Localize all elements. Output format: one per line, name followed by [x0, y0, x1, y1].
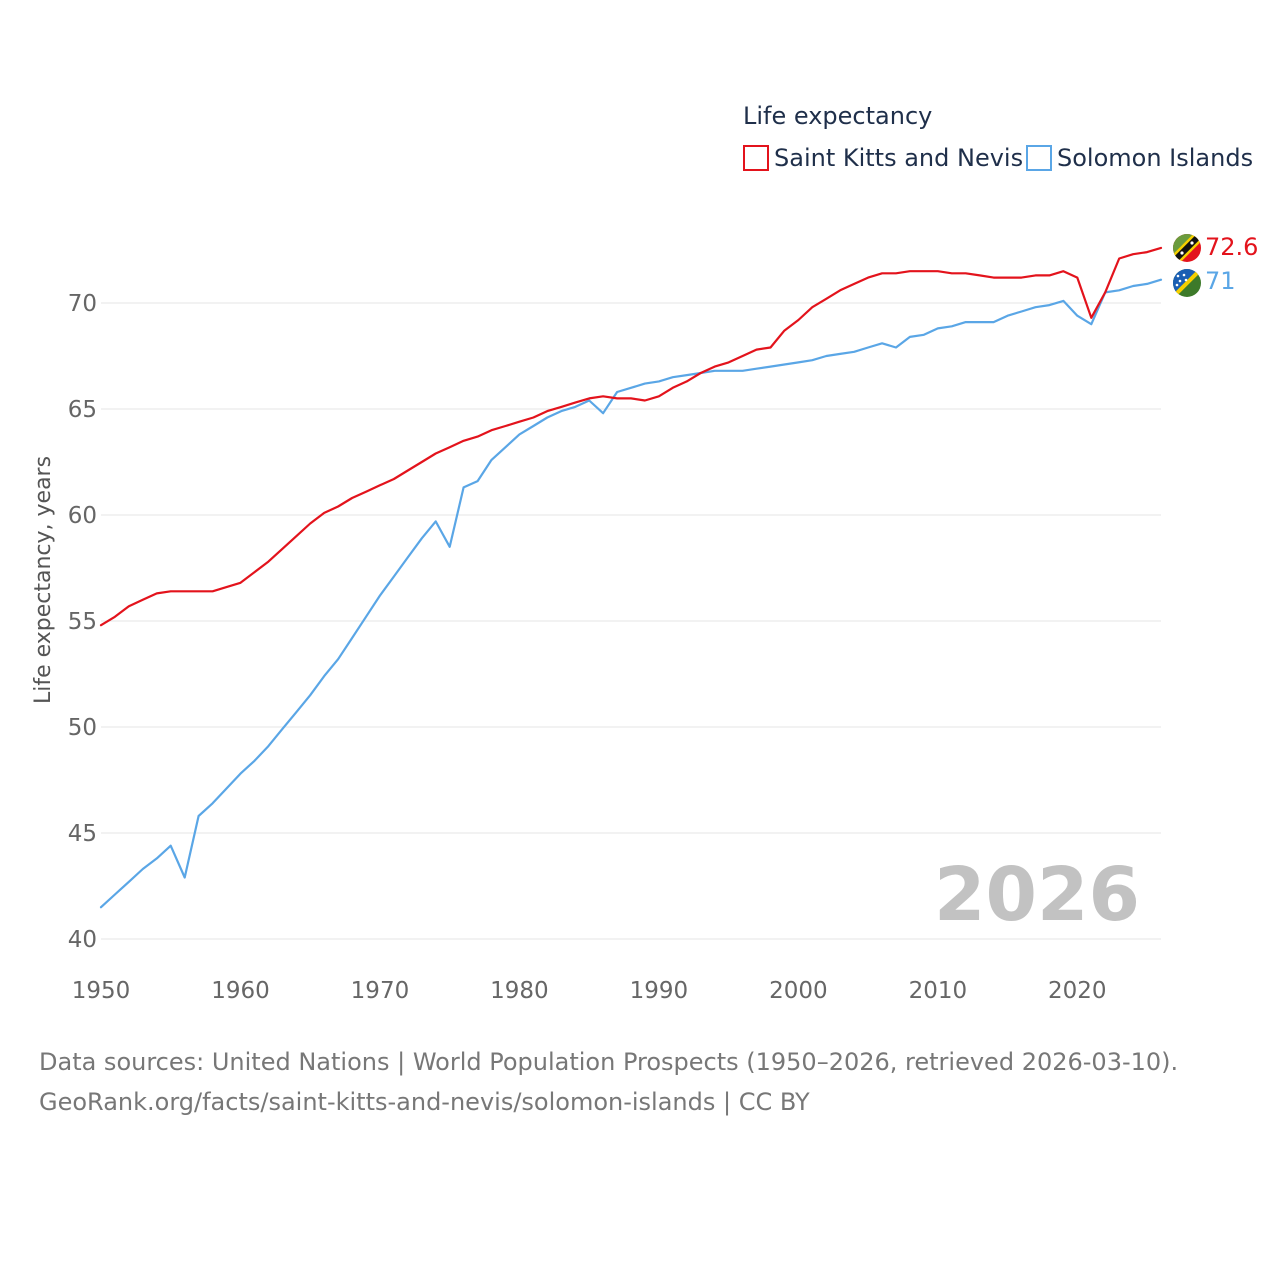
legend-swatch-solomon-islands: [1026, 145, 1052, 171]
y-tick-label: 55: [68, 609, 97, 635]
year-watermark: 2026: [934, 852, 1140, 938]
source-line-2: GeoRank.org/facts/saint-kitts-and-nevis/…: [39, 1088, 810, 1116]
saint-kitts-and-nevis-flag-icon: [1173, 234, 1201, 262]
series-line-saint-kitts-and-nevis[interactable]: [99, 246, 1163, 627]
source-line-1: Data sources: United Nations | World Pop…: [39, 1048, 1179, 1076]
x-tick-label: 2000: [769, 978, 828, 1004]
legend-swatch-saint-kitts-and-nevis: [743, 145, 769, 171]
legend-title: Life expectancy: [743, 102, 932, 130]
solomon-islands-end-value: 71: [1205, 267, 1236, 295]
gridlines: [101, 302, 1161, 940]
x-tick-label: 1970: [351, 978, 410, 1004]
y-axis-label: Life expectancy, years: [31, 456, 56, 704]
series-lines: [99, 246, 1163, 909]
x-tick-label: 1990: [630, 978, 689, 1004]
series-line-solomon-islands[interactable]: [99, 278, 1163, 909]
legend-item-saint-kitts-and-nevis[interactable]: Saint Kitts and Nevis: [743, 144, 1023, 172]
y-tick-label: 60: [68, 503, 97, 529]
x-axis-ticks: 1950 1960 1970 1980 1990 2000 2010 2020: [72, 978, 1107, 1004]
x-tick-label: 1960: [211, 978, 270, 1004]
legend-item-solomon-islands[interactable]: Solomon Islands: [1026, 144, 1253, 172]
y-tick-label: 45: [68, 821, 97, 847]
y-axis-ticks: 40 45 50 55 60 65 70: [68, 291, 97, 953]
legend-label-solomon-islands: Solomon Islands: [1057, 144, 1253, 172]
x-tick-label: 2010: [909, 978, 968, 1004]
solomon-islands-flag-icon: [1173, 269, 1201, 297]
data-source-note: Data sources: United Nations | World Pop…: [39, 1042, 1259, 1122]
y-tick-label: 65: [68, 397, 97, 423]
saint-kitts-and-nevis-end-value: 72.6: [1205, 233, 1258, 261]
x-tick-label: 2020: [1048, 978, 1107, 1004]
x-tick-label: 1980: [490, 978, 549, 1004]
legend-label-saint-kitts-and-nevis: Saint Kitts and Nevis: [774, 144, 1023, 172]
x-tick-label: 1950: [72, 978, 131, 1004]
y-tick-label: 50: [68, 715, 97, 741]
y-tick-label: 70: [68, 291, 97, 317]
y-tick-label: 40: [68, 927, 97, 953]
